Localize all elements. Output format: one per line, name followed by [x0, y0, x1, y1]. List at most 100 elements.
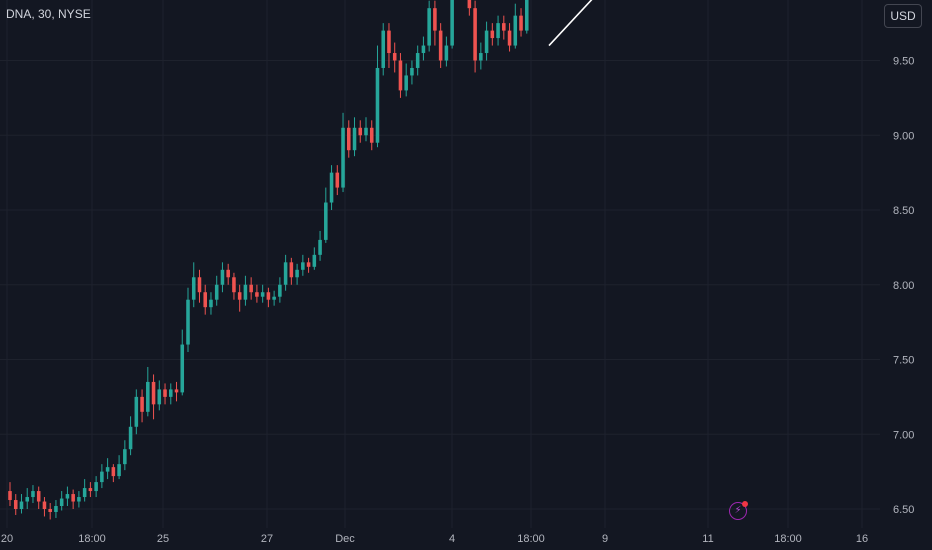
candle — [283, 254, 288, 291]
candle — [226, 263, 230, 285]
triangle-lower-line — [548, 0, 593, 47]
candle — [203, 284, 208, 315]
candle — [243, 275, 248, 306]
candle-body — [502, 23, 506, 31]
candle-body — [77, 497, 81, 502]
candle — [318, 230, 322, 261]
candle-body — [94, 482, 98, 492]
candle-body — [524, 0, 529, 31]
x-tick-label: 27 — [261, 533, 273, 545]
candle-body — [48, 509, 52, 512]
candle-body — [272, 296, 276, 300]
x-tick-label: 18:00 — [517, 533, 545, 545]
candle — [392, 42, 397, 73]
candle-body — [381, 30, 386, 68]
candle-body — [295, 269, 299, 278]
candle-body — [220, 269, 225, 285]
candle-body — [186, 299, 190, 345]
candle-body — [163, 389, 167, 397]
notification-dot — [742, 501, 748, 507]
candle — [352, 117, 357, 157]
candle — [77, 491, 81, 508]
candle — [496, 15, 500, 46]
candles — [8, 0, 529, 520]
candle — [48, 503, 52, 520]
x-axis[interactable]: 20 18:00 25 27 Dec 4 18:00 9 11 18:00 16 — [1, 533, 868, 545]
candle-body — [25, 497, 30, 502]
candle — [42, 497, 47, 517]
x-tick-label: 25 — [157, 533, 169, 545]
candle — [433, 0, 437, 46]
candle — [438, 23, 443, 68]
candle — [71, 489, 75, 509]
currency-button[interactable]: USD — [884, 4, 922, 28]
candle-body — [209, 299, 213, 308]
x-tick-label: 9 — [602, 533, 608, 545]
x-tick-label: 11 — [702, 533, 713, 545]
candle-body — [157, 389, 162, 405]
y-axis[interactable]: 6.507.007.508.008.509.009.5010.0010.5011… — [893, 0, 921, 517]
candle — [346, 120, 351, 158]
x-tick-label: 4 — [449, 533, 455, 545]
candle — [180, 329, 185, 396]
candle-body — [243, 284, 248, 300]
candle-body — [346, 127, 351, 151]
candle-body — [306, 262, 311, 267]
candle — [105, 458, 110, 480]
candle-body — [392, 53, 397, 61]
candle — [312, 247, 317, 270]
candle-body — [438, 30, 443, 61]
candle — [410, 60, 414, 85]
candle — [295, 263, 299, 285]
candle-body — [8, 491, 12, 501]
candle-body — [168, 389, 173, 397]
candle — [209, 292, 213, 315]
candle-body — [232, 277, 236, 293]
candle-body — [479, 53, 483, 61]
lightning-icon[interactable]: ⚡ — [729, 501, 748, 520]
candle — [306, 257, 311, 273]
y-tick-label: 7.50 — [893, 355, 914, 367]
candle-body — [180, 344, 185, 393]
candle — [490, 23, 495, 46]
candle — [329, 165, 334, 210]
candle — [151, 374, 156, 420]
candle — [174, 381, 179, 402]
candle — [25, 488, 30, 509]
candle-body — [387, 30, 391, 54]
candle — [232, 272, 236, 300]
candle — [65, 486, 70, 507]
candle-body — [266, 292, 271, 300]
x-tick-label: 18:00 — [78, 533, 106, 545]
candle-body — [146, 381, 150, 412]
candle — [59, 491, 64, 511]
candle — [421, 36, 426, 61]
candle — [214, 275, 219, 306]
candle — [289, 257, 294, 285]
candle — [444, 36, 449, 67]
candle-body — [490, 30, 495, 39]
candle-body — [123, 449, 127, 465]
x-tick-label: Dec — [335, 533, 355, 545]
candle-body — [151, 381, 156, 405]
candle — [335, 165, 340, 196]
candle-body — [191, 277, 196, 300]
candle-body — [484, 30, 489, 54]
candle-body — [54, 506, 58, 512]
candle-body — [128, 426, 133, 450]
candle-body — [59, 498, 64, 507]
candle-body — [369, 127, 374, 143]
candle-body — [427, 8, 431, 46]
candle — [278, 277, 282, 303]
candle-body — [324, 202, 328, 240]
candle — [341, 112, 345, 193]
candle — [168, 383, 173, 405]
candle — [146, 366, 150, 417]
candle — [375, 45, 380, 148]
candle — [260, 284, 265, 303]
candle-body — [329, 172, 334, 203]
candle-body — [473, 8, 477, 61]
candle-body — [352, 127, 357, 151]
candle-body — [415, 53, 420, 68]
